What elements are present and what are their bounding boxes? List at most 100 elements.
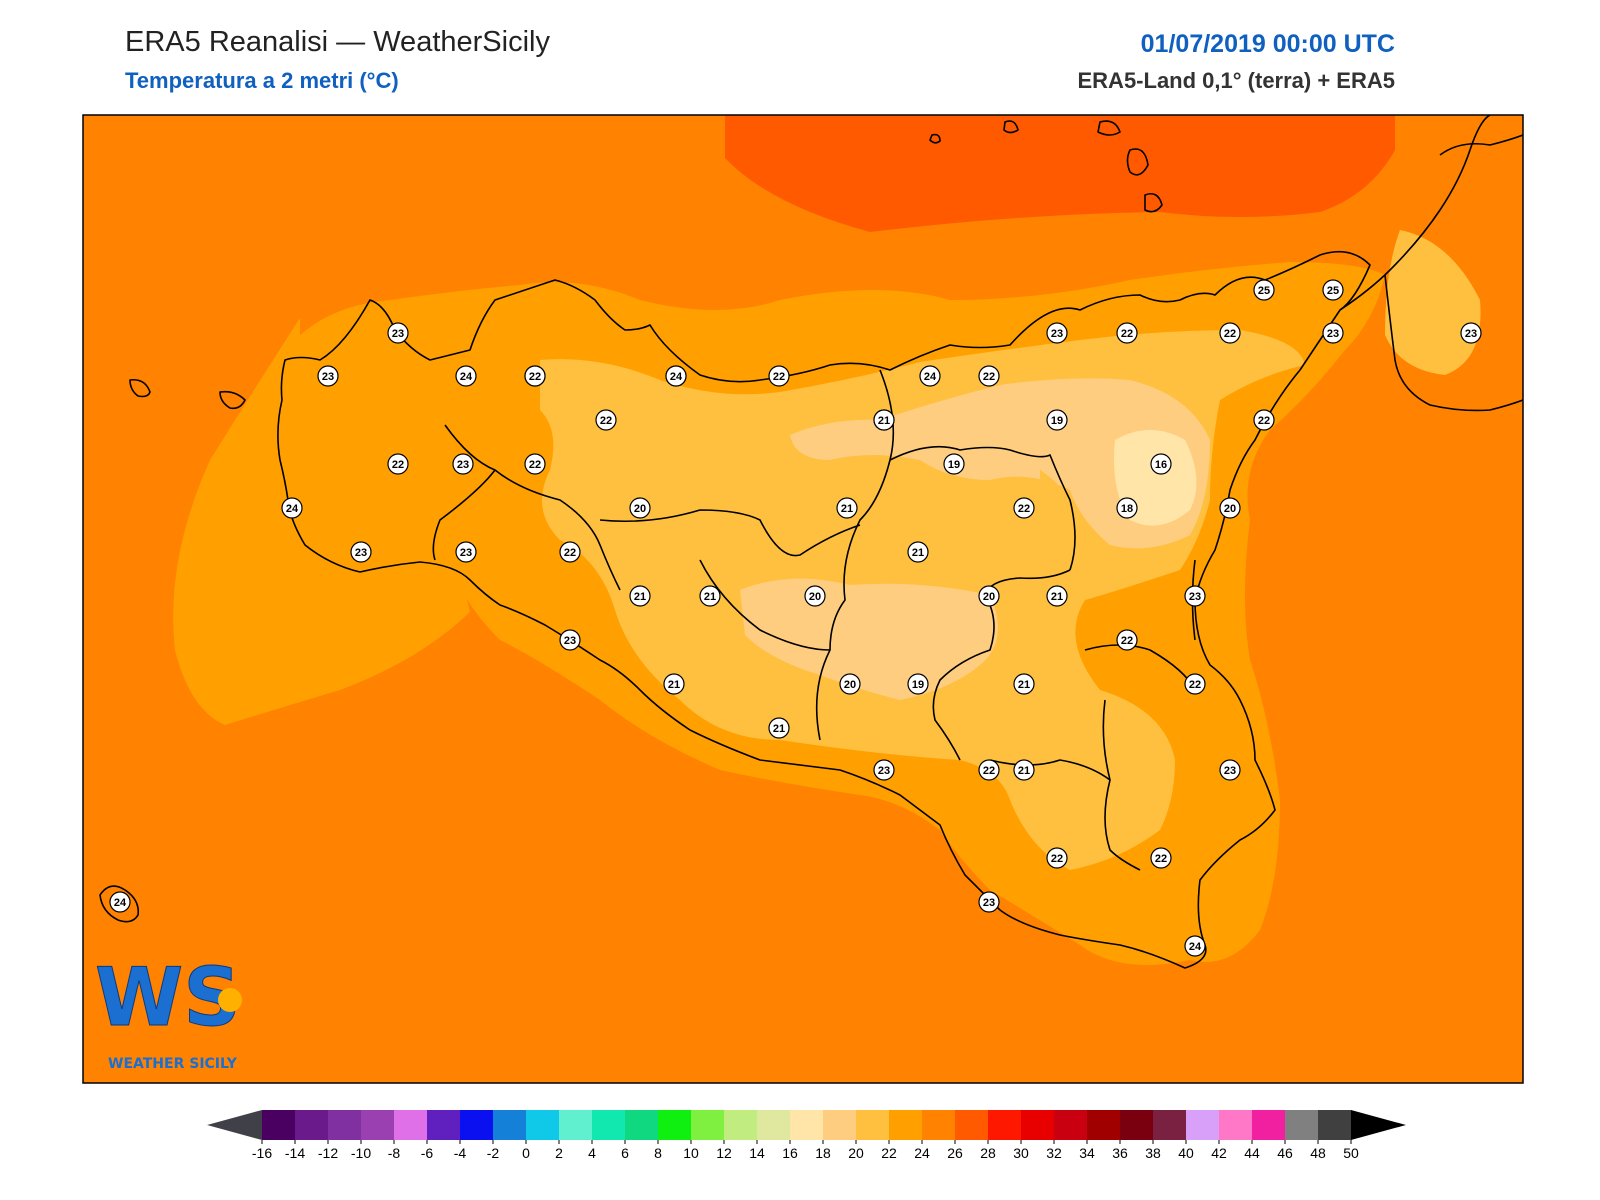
station-marker: 21 — [699, 585, 721, 607]
station-temperature-label: 18 — [1121, 503, 1133, 515]
station-temperature-label: 22 — [1155, 853, 1167, 865]
station-marker-circle — [665, 365, 687, 387]
station-marker-circle — [595, 409, 617, 431]
station-marker: 21 — [836, 497, 858, 519]
colorbar: -16 -14 -12 -10 -8 -6 -4 -2 0 2 4 6 8 10 12 14 16 18 20 22 2… — [207, 1110, 1406, 1161]
colorbar-tick-label: 50 — [1343, 1145, 1359, 1161]
station-temperature-label: 23 — [1465, 328, 1477, 340]
station-temperature-label: 20 — [809, 591, 821, 603]
station-marker-circle — [943, 453, 965, 475]
weather-sicily-logo: WS WEATHER SICILY — [95, 951, 242, 1072]
station-marker: 23 — [1322, 322, 1344, 344]
station-marker-circle — [559, 629, 581, 651]
colorbar-tick-label: 16 — [782, 1145, 798, 1161]
station-marker: 23 — [1184, 585, 1206, 607]
station-temperature-label: 22 — [529, 371, 541, 383]
station-temperature-label: 22 — [564, 547, 576, 559]
station-marker: 23 — [350, 541, 372, 563]
colorbar-segment — [295, 1110, 329, 1140]
station-marker: 24 — [665, 365, 687, 387]
station-marker: 22 — [524, 365, 546, 387]
station-marker-circle — [978, 891, 1000, 913]
station-marker-circle — [1219, 322, 1241, 344]
station-marker: 21 — [1013, 759, 1035, 781]
station-marker: 23 — [1219, 759, 1241, 781]
station-marker-circle — [1046, 409, 1068, 431]
colorbar-segment — [856, 1110, 890, 1140]
station-marker: 22 — [1116, 629, 1138, 651]
logo-letters: WS — [95, 951, 241, 1044]
station-temperature-label: 24 — [114, 897, 127, 909]
station-temperature-label: 22 — [773, 371, 785, 383]
station-marker: 23 — [1460, 322, 1482, 344]
colorbar-segment — [361, 1110, 395, 1140]
station-temperature-label: 20 — [634, 503, 646, 515]
station-marker: 22 — [1253, 409, 1275, 431]
station-marker-circle — [873, 759, 895, 781]
station-marker: 22 — [1219, 322, 1241, 344]
station-marker-circle — [1150, 453, 1172, 475]
colorbar-segment — [889, 1110, 923, 1140]
station-marker: 23 — [873, 759, 895, 781]
colorbar-segment — [460, 1110, 494, 1140]
station-marker: 22 — [1013, 497, 1035, 519]
colorbar-tick-label: 32 — [1046, 1145, 1062, 1161]
station-marker-circle — [1116, 629, 1138, 651]
station-marker: 25 — [1322, 279, 1344, 301]
colorbar-tick-label: -14 — [285, 1145, 305, 1161]
station-marker: 23 — [452, 453, 474, 475]
station-marker-circle — [1184, 935, 1206, 957]
station-marker-circle — [281, 497, 303, 519]
station-temperature-label: 25 — [1258, 285, 1270, 297]
colorbar-tick-label: 8 — [654, 1145, 662, 1161]
colorbar-segment — [691, 1110, 725, 1140]
station-temperature-label: 16 — [1155, 459, 1167, 471]
station-marker-circle — [455, 365, 477, 387]
station-marker-circle — [629, 585, 651, 607]
station-marker: 22 — [978, 365, 1000, 387]
logo-name: WEATHER SICILY — [108, 1056, 238, 1072]
colorbar-segment — [625, 1110, 659, 1140]
station-marker-circle — [1013, 759, 1035, 781]
station-marker-circle — [663, 673, 685, 695]
data-source-label: ERA5-Land 0,1° (terra) + ERA5 — [1077, 68, 1396, 93]
station-marker: 21 — [663, 673, 685, 695]
station-temperature-label: 21 — [1018, 765, 1030, 777]
station-marker: 22 — [1116, 322, 1138, 344]
station-temperature-label: 24 — [924, 371, 937, 383]
colorbar-tick-label: -10 — [351, 1145, 371, 1161]
station-marker: 22 — [1184, 673, 1206, 695]
station-marker: 22 — [768, 365, 790, 387]
colorbar-tick-label: 6 — [621, 1145, 629, 1161]
colorbar-tick-label: 30 — [1013, 1145, 1029, 1161]
colorbar-segment — [394, 1110, 428, 1140]
station-temperature-label: 22 — [529, 459, 541, 471]
station-temperature-label: 22 — [1121, 328, 1133, 340]
map-subtitle: Temperatura a 2 metri (°C) — [125, 68, 399, 93]
colorbar-segment — [1120, 1110, 1154, 1140]
colorbar-segment — [559, 1110, 593, 1140]
station-temperature-label: 19 — [912, 679, 924, 691]
station-marker: 19 — [943, 453, 965, 475]
station-marker-circle — [804, 585, 826, 607]
station-marker-circle — [1322, 279, 1344, 301]
station-temperature-label: 24 — [1189, 941, 1202, 953]
station-marker-circle — [768, 717, 790, 739]
colorbar-segment — [790, 1110, 824, 1140]
map-panel: 23 23 24 22 24 22 23 22 24 23 22 22 21 22 24 24 22 23 22 22… — [83, 115, 1523, 1083]
station-temperature-label: 22 — [1258, 415, 1270, 427]
station-marker: 22 — [1150, 847, 1172, 869]
colorbar-tick-label: 18 — [815, 1145, 831, 1161]
station-marker-circle — [1046, 322, 1068, 344]
station-marker-circle — [452, 453, 474, 475]
station-marker-circle — [524, 453, 546, 475]
colorbar-segment — [262, 1110, 296, 1140]
station-temperature-label: 23 — [392, 328, 404, 340]
colorbar-tick-label: 26 — [947, 1145, 963, 1161]
station-marker-circle — [978, 585, 1000, 607]
station-marker: 25 — [1253, 279, 1275, 301]
station-marker-circle — [629, 497, 651, 519]
colorbar-segment — [592, 1110, 626, 1140]
station-marker-circle — [1184, 673, 1206, 695]
colorbar-tick-label: 12 — [716, 1145, 732, 1161]
